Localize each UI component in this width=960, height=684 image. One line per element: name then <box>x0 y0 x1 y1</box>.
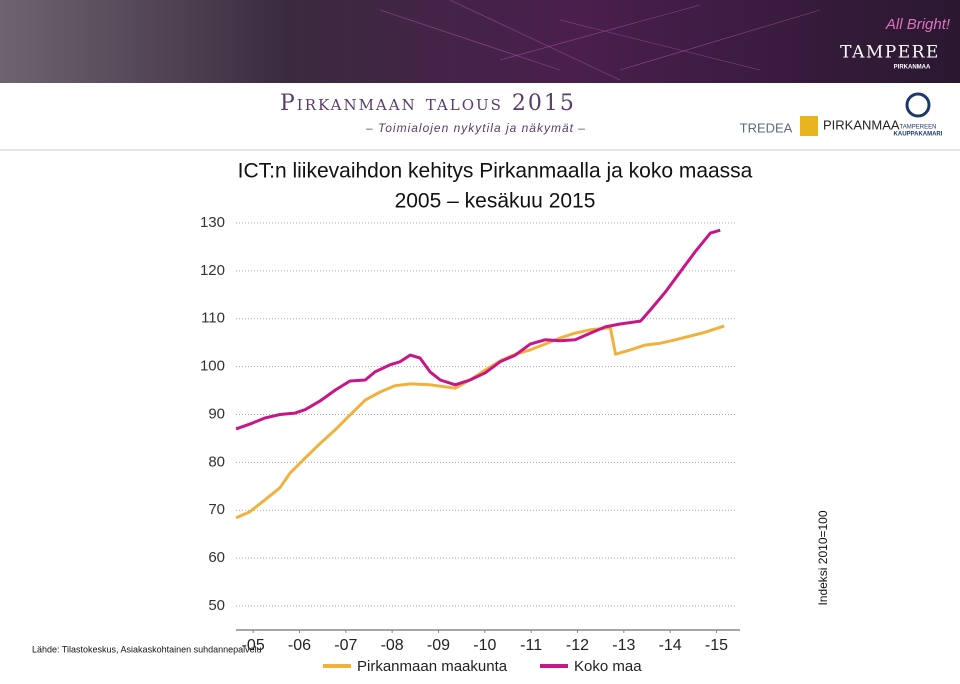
chart-title: ICT:n liikevaihdon kehitys Pirkanmaalla … <box>238 160 753 183</box>
logo: KAUPPAKAMARI <box>894 132 943 138</box>
y-tick-label: 100 <box>200 358 225 375</box>
plot: 50 60 70 80 90 100 110 120 130 -05 -06 -07 -08 -09 -10… <box>200 214 740 675</box>
x-tick-label: -07 <box>334 637 357 654</box>
banner <box>0 0 960 83</box>
header-subtitle: – Toimialojen nykytila ja näkymät – <box>365 121 586 135</box>
logo: TAMPERE <box>840 43 940 63</box>
x-tick-label: -13 <box>612 637 635 654</box>
y-tick-label: 110 <box>201 310 225 327</box>
x-tick-label: -12 <box>566 637 589 654</box>
legend-label: Pirkanmaan maakunta <box>357 658 508 675</box>
y-tick-label: 70 <box>208 501 225 518</box>
x-tick-label: -14 <box>659 637 682 654</box>
series-line <box>235 228 721 431</box>
header-title: Pirkanmaan talous 2015 <box>280 91 576 116</box>
y-tick-label: 90 <box>208 405 225 422</box>
x-tick-label: -05 <box>242 637 265 654</box>
y-axis-label: Indeksi 2010=100 <box>816 510 830 605</box>
y-tick-label: 80 <box>208 453 225 470</box>
banner-network <box>379 0 821 81</box>
legend-label: Koko maa <box>574 658 642 675</box>
y-tick-label: 120 <box>200 262 225 279</box>
y-tick-label: 130 <box>200 214 225 231</box>
logo: TREDEA <box>740 120 793 135</box>
chart-subtitle: 2005 – kesäkuu 2015 <box>395 190 596 213</box>
series-line <box>235 324 725 520</box>
y-tick-label: 50 <box>208 597 225 614</box>
logo-shield <box>800 116 818 136</box>
x-tick-label: -10 <box>473 637 496 654</box>
logo: TAMPEREEN <box>900 125 937 131</box>
logo-mark <box>905 92 931 118</box>
x-tick-label: -06 <box>288 637 311 654</box>
logo: PIRKANMAA <box>823 117 900 132</box>
x-tick-label: -15 <box>705 637 728 654</box>
x-tick-label: -11 <box>520 637 542 654</box>
logo: PIRKANMAA <box>894 65 931 71</box>
x-tick-label: -08 <box>381 637 404 654</box>
source: Lähde: Tilastokeskus, Asiakaskohtainen s… <box>32 644 262 654</box>
logo: All Bright! <box>885 16 951 33</box>
x-tick-label: -09 <box>427 637 450 654</box>
y-tick-label: 60 <box>208 549 225 566</box>
